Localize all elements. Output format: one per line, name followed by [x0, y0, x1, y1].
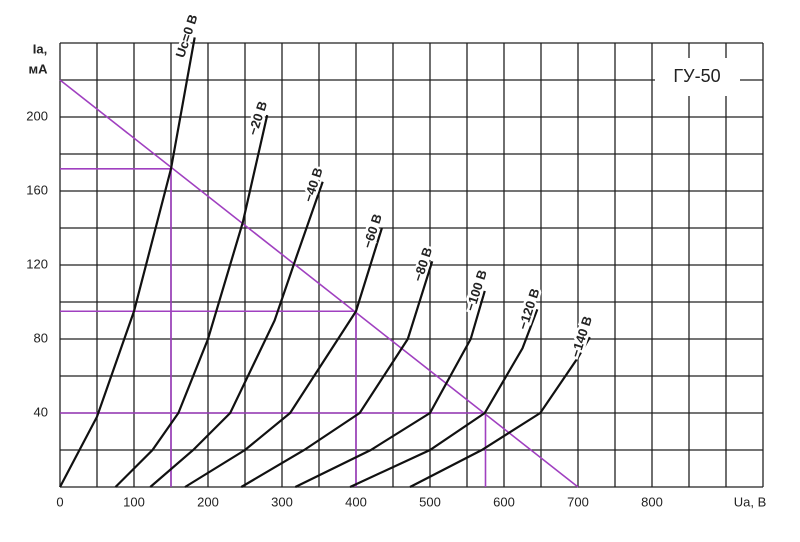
curve	[114, 114, 269, 488]
curve	[409, 336, 591, 488]
curve	[349, 309, 539, 488]
y-tick-label: 160	[26, 182, 48, 197]
guide-line	[59, 79, 579, 488]
curve	[59, 37, 196, 488]
curve-label: −140 В	[568, 314, 595, 359]
y-axis-label: Iа,	[33, 41, 47, 56]
x-tick-label: 400	[345, 494, 367, 509]
x-tick-label: 700	[567, 494, 589, 509]
curve	[294, 290, 486, 488]
y-tick-label: 40	[34, 404, 48, 419]
x-tick-label: 100	[123, 494, 145, 509]
y-tick-label: 120	[26, 256, 48, 271]
x-tick-label: 500	[419, 494, 441, 509]
curve	[184, 227, 383, 488]
y-axis-label: мА	[28, 61, 48, 76]
curve	[149, 181, 324, 488]
chart-title: ГУ-50	[673, 66, 720, 86]
y-tick-label: 80	[34, 330, 48, 345]
x-tick-label: 300	[271, 494, 293, 509]
guide-line	[60, 168, 172, 487]
x-tick-label: 0	[56, 494, 63, 509]
x-tick-label: 600	[493, 494, 515, 509]
x-tick-label: 200	[197, 494, 219, 509]
curve-label: −120 В	[515, 287, 542, 332]
curve-label: Uc=0 В	[173, 13, 201, 60]
title-box	[655, 58, 740, 96]
x-axis-label: Uа, В	[734, 494, 767, 509]
curve	[240, 260, 434, 488]
y-tick-label: 200	[26, 108, 48, 123]
x-tick-label: 800	[641, 494, 663, 509]
